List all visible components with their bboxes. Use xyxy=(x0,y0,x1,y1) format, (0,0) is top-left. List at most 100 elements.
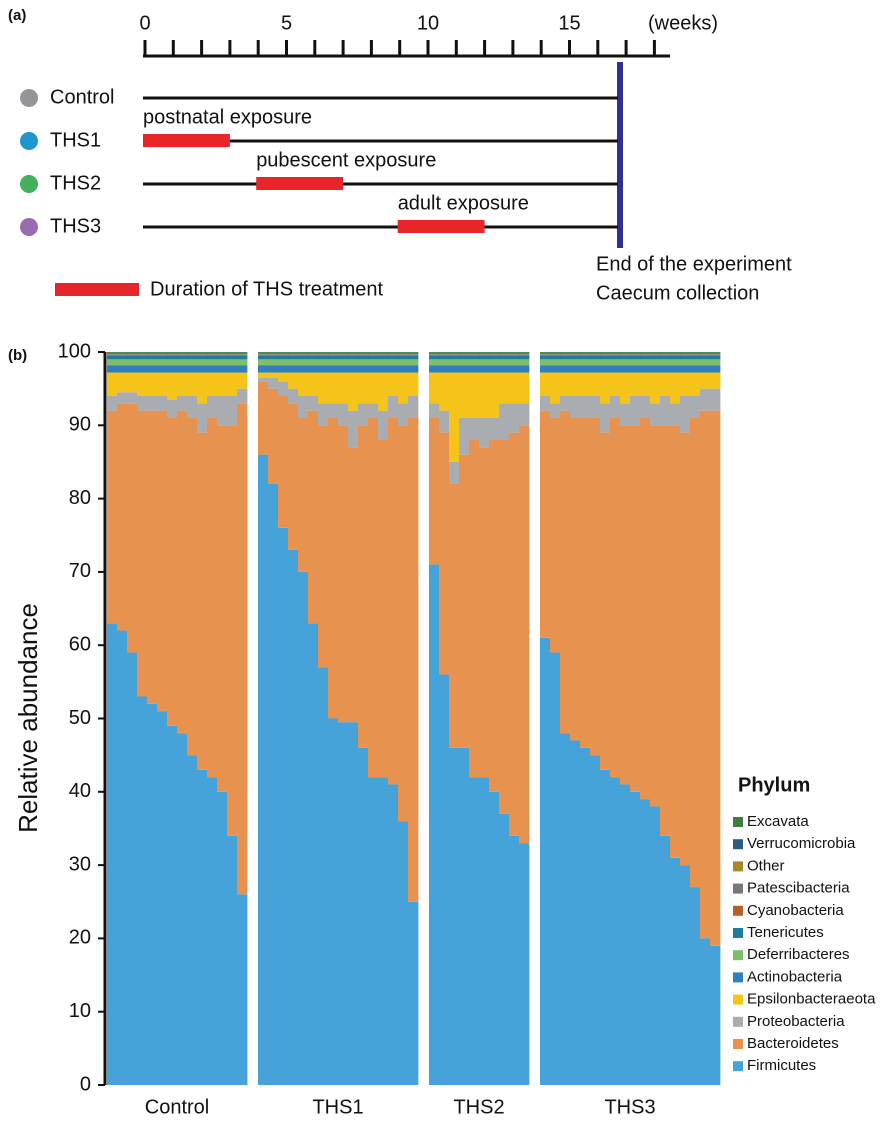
bar-segment xyxy=(429,372,440,404)
bar-segment xyxy=(439,355,450,360)
bar-segment xyxy=(610,417,621,778)
bar-segment xyxy=(469,359,480,366)
bar-segment xyxy=(147,703,158,1085)
bar-segment xyxy=(429,354,440,355)
bar-segment xyxy=(670,354,681,355)
bar-segment xyxy=(107,352,118,354)
bar-segment xyxy=(630,354,641,356)
bar-segment xyxy=(479,355,490,360)
bar-segment xyxy=(429,365,440,373)
group-dot xyxy=(20,218,38,236)
bar-segment xyxy=(690,353,701,355)
bar-segment xyxy=(177,410,188,734)
bar-segment xyxy=(459,747,470,1085)
bar-segment xyxy=(540,365,551,373)
bar-segment xyxy=(499,439,510,814)
bar-segment xyxy=(580,417,591,748)
bar-segment xyxy=(540,355,551,360)
bar-segment xyxy=(258,372,269,378)
bar-segment xyxy=(378,359,389,366)
bar-segment xyxy=(580,354,591,356)
bar-segment xyxy=(680,352,691,353)
bar-segment xyxy=(610,359,621,366)
bar-segment xyxy=(509,372,520,404)
bar-segment xyxy=(479,354,490,355)
week-label: 5 xyxy=(281,12,292,34)
bar-segment xyxy=(700,410,711,939)
bar-segment xyxy=(227,354,238,356)
bar-segment xyxy=(388,352,399,353)
bar-segment xyxy=(650,359,661,366)
bar-segment xyxy=(348,355,359,360)
bar-segment xyxy=(237,352,248,353)
bar-segment xyxy=(670,355,681,360)
bar-segment xyxy=(268,365,279,373)
bar-segment xyxy=(499,813,510,1085)
bar-segment xyxy=(550,352,561,354)
bar-segment xyxy=(217,352,228,354)
bar-segment xyxy=(378,365,389,373)
bar-segment xyxy=(157,354,168,355)
bar-segment xyxy=(258,354,269,356)
bar-segment xyxy=(157,365,168,373)
bar-segment xyxy=(700,352,711,353)
bar-segment xyxy=(469,355,480,360)
bar-segment xyxy=(338,352,349,354)
bar-segment xyxy=(147,354,158,356)
bar-segment xyxy=(550,355,561,360)
bar-segment xyxy=(107,352,118,353)
bar-segment xyxy=(650,806,661,1085)
bar-segment xyxy=(640,352,651,353)
bar-segment xyxy=(650,353,661,355)
bar-segment xyxy=(479,353,490,355)
bar-segment xyxy=(670,354,681,356)
bar-segment xyxy=(590,353,601,355)
bar-segment xyxy=(338,354,349,356)
bar-segment xyxy=(127,365,138,373)
bar-segment xyxy=(298,372,309,396)
bar-segment xyxy=(650,355,661,360)
legend-swatch xyxy=(733,994,743,1005)
bar-segment xyxy=(348,365,359,373)
bar-segment xyxy=(570,352,581,353)
legend-swatch xyxy=(733,817,743,827)
bar-segment xyxy=(177,395,188,411)
bar-segment xyxy=(258,352,269,353)
legend-swatch xyxy=(733,972,743,983)
bar-segment xyxy=(449,372,460,462)
bar-segment xyxy=(439,365,450,373)
bar-segment xyxy=(680,395,691,433)
bar-segment xyxy=(700,938,711,1085)
y-tick-label: 20 xyxy=(69,927,91,949)
bar-segment xyxy=(197,372,208,404)
bar-segment xyxy=(197,359,208,366)
bar-segment xyxy=(227,352,238,354)
bar-segment xyxy=(680,432,691,866)
bar-segment xyxy=(298,365,309,373)
bar-segment xyxy=(580,747,591,1085)
bar-segment xyxy=(560,354,571,355)
bar-segment xyxy=(318,354,329,356)
bar-segment xyxy=(207,352,218,353)
bar-segment xyxy=(429,353,440,355)
bar-segment xyxy=(590,354,601,355)
bar-segment xyxy=(217,395,228,426)
bar-segment xyxy=(560,372,571,396)
bar-segment xyxy=(137,410,148,697)
bar-segment xyxy=(700,365,711,373)
legend-swatch xyxy=(733,1061,743,1072)
bar-segment xyxy=(680,372,691,396)
legend-label: Excavata xyxy=(747,813,809,830)
bar-segment xyxy=(237,354,248,355)
bar-segment xyxy=(469,372,480,418)
bar-segment xyxy=(640,359,651,366)
y-tick-label: 100 xyxy=(58,340,91,362)
bar-segment xyxy=(610,354,621,355)
bar-segment xyxy=(710,354,721,355)
bar-segment xyxy=(640,417,651,800)
bar-segment xyxy=(570,354,581,356)
bar-segment xyxy=(358,352,369,354)
week-label: 15 xyxy=(558,12,580,34)
bar-segment xyxy=(278,353,289,355)
bar-segment xyxy=(328,354,339,355)
